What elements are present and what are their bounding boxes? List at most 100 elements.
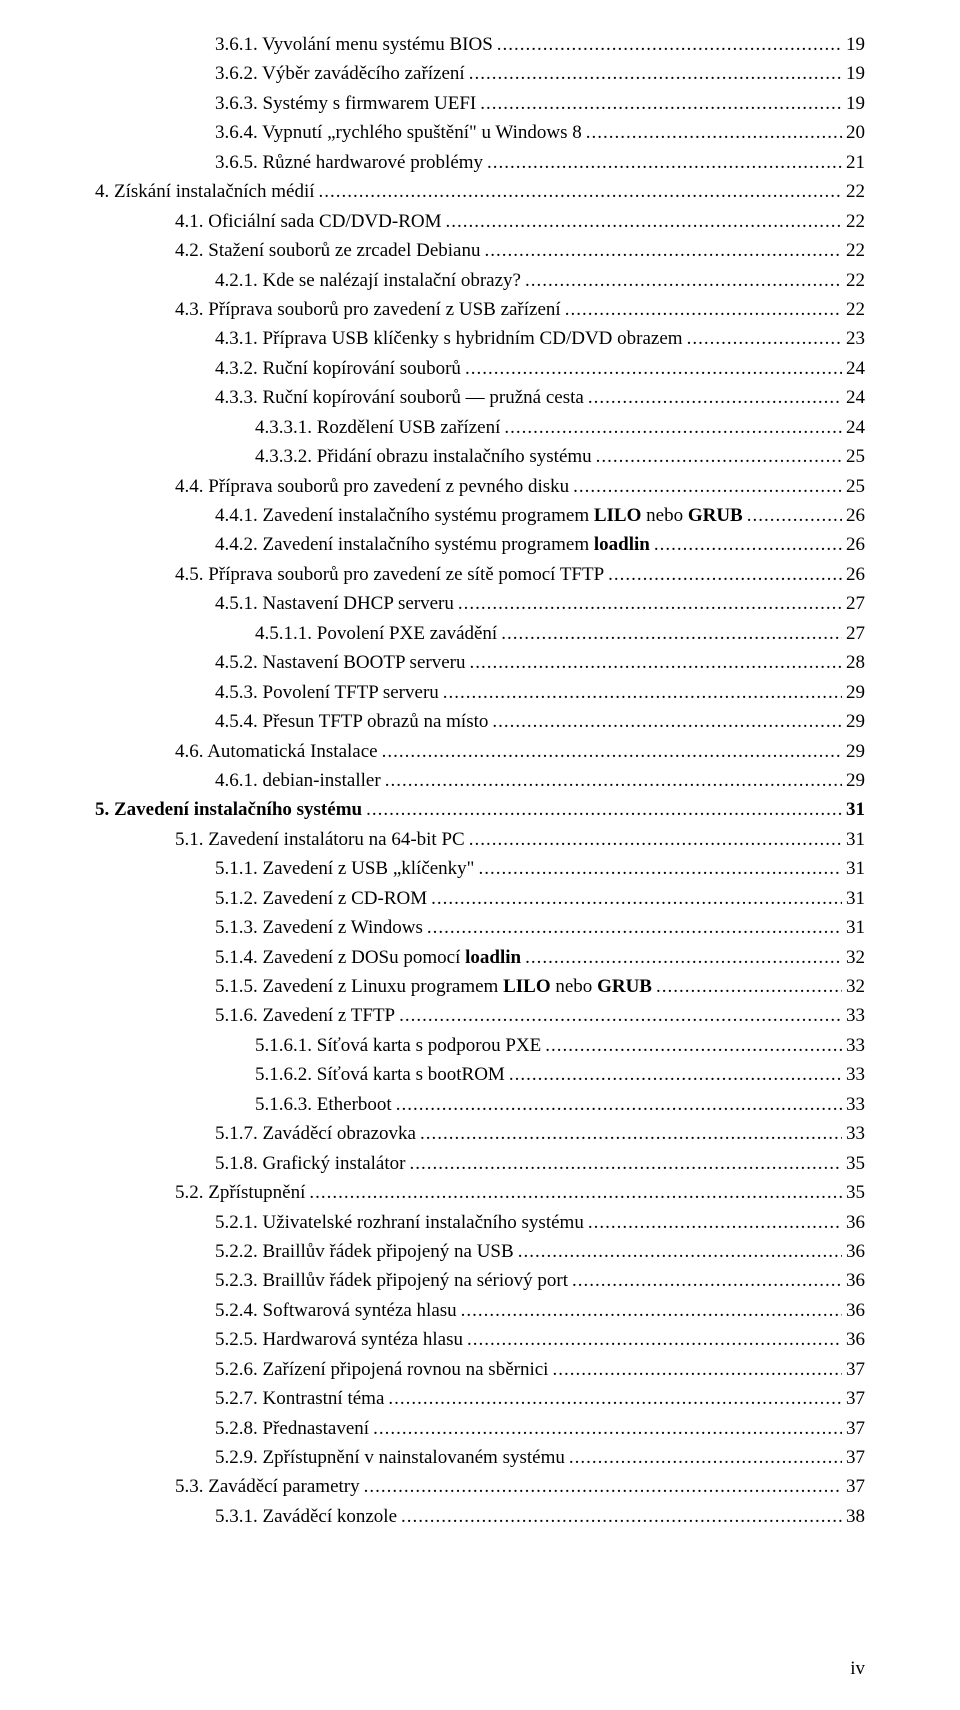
toc-label: 4.5.2. Nastavení BOOTP serveru <box>215 648 465 677</box>
toc-label: 5.2.7. Kontrastní téma <box>215 1384 384 1413</box>
toc-entry[interactable]: 3.6.2. Výběr zaváděcího zařízení 19 <box>95 59 865 88</box>
toc-page-number: 31 <box>846 913 865 942</box>
toc-label: 5.1.6.3. Etherboot <box>255 1090 392 1119</box>
toc-page-number: 24 <box>846 413 865 442</box>
toc-entry[interactable]: 4.3.2. Ruční kopírování souborů24 <box>95 354 865 383</box>
toc-page-number: 26 <box>846 560 865 589</box>
toc-entry[interactable]: 5.1.5. Zavedení z Linuxu programem LILO … <box>95 972 865 1001</box>
toc-entry[interactable]: 4.2. Stažení souborů ze zrcadel Debianu2… <box>95 236 865 265</box>
toc-entry[interactable]: 5.1.1. Zavedení z USB „klíčenky"31 <box>95 854 865 883</box>
toc-entry[interactable]: 4.6.1. debian-installer29 <box>95 766 865 795</box>
toc-label: 5.2.3. Braillův řádek připojený na sério… <box>215 1266 568 1295</box>
toc-entry[interactable]: 4.5.2. Nastavení BOOTP serveru28 <box>95 648 865 677</box>
toc-entry[interactable]: 4.5.4. Přesun TFTP obrazů na místo29 <box>95 707 865 736</box>
toc-label: 4.2.1. Kde se nalézají instalační obrazy… <box>215 266 521 295</box>
toc-entry[interactable]: 5.2.7. Kontrastní téma37 <box>95 1384 865 1413</box>
toc-page-number: 36 <box>846 1266 865 1295</box>
toc-page-number: 26 <box>846 501 865 530</box>
toc-entry[interactable]: 5.2.1. Uživatelské rozhraní instalačního… <box>95 1208 865 1237</box>
toc-entry[interactable]: 5.3. Zaváděcí parametry37 <box>95 1472 865 1501</box>
toc-page-number: 35 <box>846 1149 865 1178</box>
toc-leader-dots <box>388 1384 842 1413</box>
toc-entry[interactable]: 5.2.3. Braillův řádek připojený na sério… <box>95 1266 865 1295</box>
toc-label: 5.1.7. Zaváděcí obrazovka <box>215 1119 416 1148</box>
toc-page-number: 23 <box>846 324 865 353</box>
toc-entry[interactable]: 5.1.7. Zaváděcí obrazovka33 <box>95 1119 865 1148</box>
toc-page-number: 31 <box>846 854 865 883</box>
toc-page-number: 20 <box>846 118 865 147</box>
toc-leader-dots <box>525 943 842 972</box>
toc-label: 3.6.1. Vyvolání menu systému BIOS <box>215 30 493 59</box>
toc-entry[interactable]: 5. Zavedení instalačního systému31 <box>95 795 865 824</box>
toc-label: 3.6.2. Výběr zaváděcího zařízení <box>215 59 465 88</box>
toc-label: 5.1.6.1. Síťová karta s podporou PXE <box>255 1031 541 1060</box>
toc-entry[interactable]: 3.6.4. Vypnutí „rychlého spuštění" u Win… <box>95 118 865 147</box>
toc-entry[interactable]: 5.2.6. Zařízení připojená rovnou na sběr… <box>95 1355 865 1384</box>
toc-label: 4.4.2. Zavedení instalačního systému pro… <box>215 530 650 559</box>
toc-entry[interactable]: 5.3.1. Zaváděcí konzole38 <box>95 1502 865 1531</box>
toc-entry[interactable]: 4.3.3.1. Rozdělení USB zařízení24 <box>95 413 865 442</box>
toc-leader-dots <box>497 30 842 59</box>
toc-entry[interactable]: 3.6.5. Různé hardwarové problémy21 <box>95 148 865 177</box>
toc-entry[interactable]: 4.5.3. Povolení TFTP serveru29 <box>95 678 865 707</box>
toc-entry[interactable]: 5.1.8. Grafický instalátor35 <box>95 1149 865 1178</box>
toc-leader-dots <box>364 1472 842 1501</box>
toc-page-number: 36 <box>846 1208 865 1237</box>
toc-entry[interactable]: 3.6.1. Vyvolání menu systému BIOS19 <box>95 30 865 59</box>
toc-entry[interactable]: 5.2.4. Softwarová syntéza hlasu36 <box>95 1296 865 1325</box>
toc-entry[interactable]: 4.3.1. Příprava USB klíčenky s hybridním… <box>95 324 865 353</box>
toc-leader-dots <box>458 589 842 618</box>
toc-entry[interactable]: 4.3.3. Ruční kopírování souborů — pružná… <box>95 383 865 412</box>
toc-leader-dots <box>484 236 842 265</box>
toc-entry[interactable]: 4.3.3.2. Přidání obrazu instalačního sys… <box>95 442 865 471</box>
toc-entry[interactable]: 5.1.6.2. Síťová karta s bootROM33 <box>95 1060 865 1089</box>
toc-entry[interactable]: 3.6.3. Systémy s firmwarem UEFI19 <box>95 89 865 118</box>
toc-leader-dots <box>608 560 842 589</box>
toc-page-number: 22 <box>846 236 865 265</box>
toc-page-number: 37 <box>846 1443 865 1472</box>
toc-page-number: 22 <box>846 177 865 206</box>
toc-leader-dots <box>518 1237 842 1266</box>
toc-entry[interactable]: 5.2.8. Přednastavení37 <box>95 1414 865 1443</box>
toc-label: 4.6. Automatická Instalace <box>175 737 378 766</box>
toc-leader-dots <box>747 501 842 530</box>
toc-page-number: 33 <box>846 1060 865 1089</box>
toc-label: 4.4.1. Zavedení instalačního systému pro… <box>215 501 743 530</box>
toc-page-number: 22 <box>846 295 865 324</box>
toc-page-number: 33 <box>846 1031 865 1060</box>
toc-entry[interactable]: 4.1. Oficiální sada CD/DVD-ROM22 <box>95 207 865 236</box>
toc-entry[interactable]: 4.4.2. Zavedení instalačního systému pro… <box>95 530 865 559</box>
toc-entry[interactable]: 4.6. Automatická Instalace29 <box>95 737 865 766</box>
toc-entry[interactable]: 4.4. Příprava souborů pro zavedení z pev… <box>95 472 865 501</box>
toc-entry[interactable]: 5.1.6.1. Síťová karta s podporou PXE 33 <box>95 1031 865 1060</box>
toc-entry[interactable]: 5.1.3. Zavedení z Windows 31 <box>95 913 865 942</box>
toc-leader-dots <box>465 354 842 383</box>
toc-page-number: 35 <box>846 1178 865 1207</box>
toc-entry[interactable]: 4.5.1.1. Povolení PXE zavádění27 <box>95 619 865 648</box>
toc-entry[interactable]: 5.2.5. Hardwarová syntéza hlasu36 <box>95 1325 865 1354</box>
toc-entry[interactable]: 5.1.6.3. Etherboot33 <box>95 1090 865 1119</box>
toc-entry[interactable]: 5.1.6. Zavedení z TFTP33 <box>95 1001 865 1030</box>
toc-page-number: 24 <box>846 383 865 412</box>
toc-entry[interactable]: 5.2. Zpřístupnění35 <box>95 1178 865 1207</box>
toc-entry[interactable]: 4.4.1. Zavedení instalačního systému pro… <box>95 501 865 530</box>
toc-entry[interactable]: 4.5.1. Nastavení DHCP serveru27 <box>95 589 865 618</box>
toc-entry[interactable]: 5.2.9. Zpřístupnění v nainstalovaném sys… <box>95 1443 865 1472</box>
toc-page-number: 19 <box>846 59 865 88</box>
toc-leader-dots <box>588 383 842 412</box>
toc-entry[interactable]: 4.5. Příprava souborů pro zavedení ze sí… <box>95 560 865 589</box>
toc-entry[interactable]: 5.1.2. Zavedení z CD-ROM31 <box>95 884 865 913</box>
toc-entry[interactable]: 4.3. Příprava souborů pro zavedení z USB… <box>95 295 865 324</box>
toc-label: 3.6.5. Různé hardwarové problémy <box>215 148 483 177</box>
toc-page-number: 22 <box>846 266 865 295</box>
toc-entry[interactable]: 4.2.1. Kde se nalézají instalační obrazy… <box>95 266 865 295</box>
toc-entry[interactable]: 5.2.2. Braillův řádek připojený na USB36 <box>95 1237 865 1266</box>
toc-entry[interactable]: 4. Získání instalačních médií22 <box>95 177 865 206</box>
toc-leader-dots <box>480 89 842 118</box>
toc-entry[interactable]: 5.1. Zavedení instalátoru na 64-bit PC31 <box>95 825 865 854</box>
toc-leader-dots <box>443 678 842 707</box>
toc-entry[interactable]: 5.1.4. Zavedení z DOSu pomocí loadlin32 <box>95 943 865 972</box>
toc-leader-dots <box>545 1031 842 1060</box>
toc-label: 5.1.3. Zavedení z Windows <box>215 913 423 942</box>
toc-label: 5.1.4. Zavedení z DOSu pomocí loadlin <box>215 943 521 972</box>
